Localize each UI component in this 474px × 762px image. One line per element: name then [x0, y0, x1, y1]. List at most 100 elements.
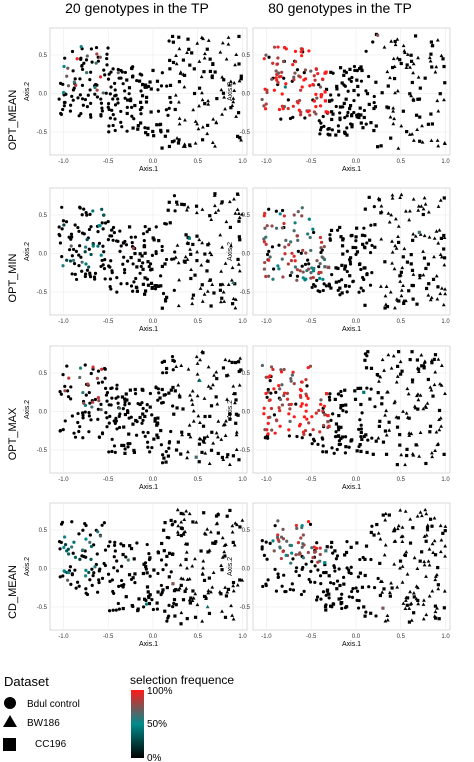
data-point: [205, 258, 210, 263]
data-point: [208, 250, 212, 255]
data-point: [156, 435, 160, 440]
data-point: [311, 275, 315, 280]
data-point: [267, 398, 271, 403]
data-point: [383, 293, 388, 298]
data-point: [89, 70, 93, 74]
data-point: [143, 434, 147, 438]
data-point: [280, 70, 284, 74]
data-point: [311, 82, 315, 87]
data-point: [339, 436, 343, 441]
data-point: [385, 69, 390, 74]
data-point: [117, 414, 121, 419]
data-point: [309, 271, 313, 275]
data-point: [406, 596, 410, 600]
data-point: [109, 403, 113, 407]
data-point: [200, 90, 204, 95]
data-point: [266, 432, 270, 436]
data-point: [436, 143, 441, 148]
data-point: [303, 262, 308, 266]
data-point: [141, 282, 145, 286]
data-point: [198, 420, 202, 424]
x-tick-label: 0.5: [194, 319, 203, 325]
data-point: [413, 234, 418, 238]
data-point: [260, 97, 264, 102]
data-point: [424, 461, 428, 466]
data-point: [364, 544, 369, 548]
data-point: [229, 106, 233, 110]
data-point: [182, 517, 187, 521]
data-point: [220, 609, 224, 613]
data-point: [220, 455, 225, 460]
data-point: [109, 287, 113, 291]
data-point: [316, 72, 320, 76]
data-point: [423, 76, 427, 80]
data-point: [146, 84, 151, 88]
data-point: [143, 289, 148, 293]
data-point: [97, 399, 101, 403]
data-point: [312, 99, 317, 103]
data-point: [368, 250, 373, 255]
data-point: [313, 564, 317, 568]
data-point: [307, 577, 311, 582]
data-point: [327, 596, 331, 600]
data-point: [234, 114, 238, 118]
data-point: [388, 594, 392, 598]
data-point: [144, 598, 148, 603]
data-point: [417, 275, 422, 280]
data-point: [83, 521, 87, 526]
data-point: [230, 530, 235, 534]
data-point: [80, 269, 84, 273]
data-point: [407, 620, 412, 624]
data-point: [61, 219, 66, 223]
data-point: [185, 257, 190, 261]
data-point: [205, 604, 210, 609]
data-point: [287, 434, 292, 438]
data-point: [317, 119, 321, 123]
data-point: [58, 429, 63, 433]
data-point: [73, 568, 77, 572]
data-point: [220, 75, 225, 79]
data-point: [336, 434, 341, 438]
data-point: [265, 224, 269, 228]
data-point: [435, 297, 440, 301]
data-point: [348, 274, 352, 278]
data-point: [89, 371, 93, 376]
data-point: [166, 454, 170, 458]
data-point: [103, 221, 108, 225]
data-point: [131, 65, 135, 69]
row-label-opt-mean: OPT_MEAN: [7, 90, 19, 151]
data-point: [66, 66, 70, 70]
data-point: [173, 255, 178, 259]
data-point: [222, 78, 226, 82]
data-point: [117, 425, 122, 430]
data-point: [321, 450, 325, 454]
data-point: [289, 561, 293, 565]
data-point: [403, 509, 408, 513]
data-point: [411, 70, 416, 75]
data-point: [275, 78, 279, 82]
data-point: [179, 533, 184, 538]
data-point: [306, 520, 311, 524]
data-point: [442, 196, 446, 200]
data-point: [175, 530, 180, 534]
data-point: [180, 202, 184, 206]
data-point: [78, 93, 82, 97]
data-point: [425, 401, 430, 405]
data-point: [322, 282, 326, 286]
data-point: [288, 273, 292, 278]
data-point: [202, 594, 207, 599]
data-point: [237, 78, 242, 83]
data-point: [148, 574, 152, 578]
data-point: [106, 572, 111, 576]
data-point: [357, 290, 361, 294]
data-point: [367, 102, 371, 106]
data-point: [156, 590, 160, 594]
data-point: [405, 603, 409, 607]
data-point: [398, 279, 403, 283]
data-point: [89, 252, 93, 257]
data-point: [62, 104, 66, 108]
data-point: [134, 276, 138, 281]
data-point: [223, 433, 228, 437]
data-points: [58, 349, 243, 466]
data-point: [144, 100, 149, 104]
